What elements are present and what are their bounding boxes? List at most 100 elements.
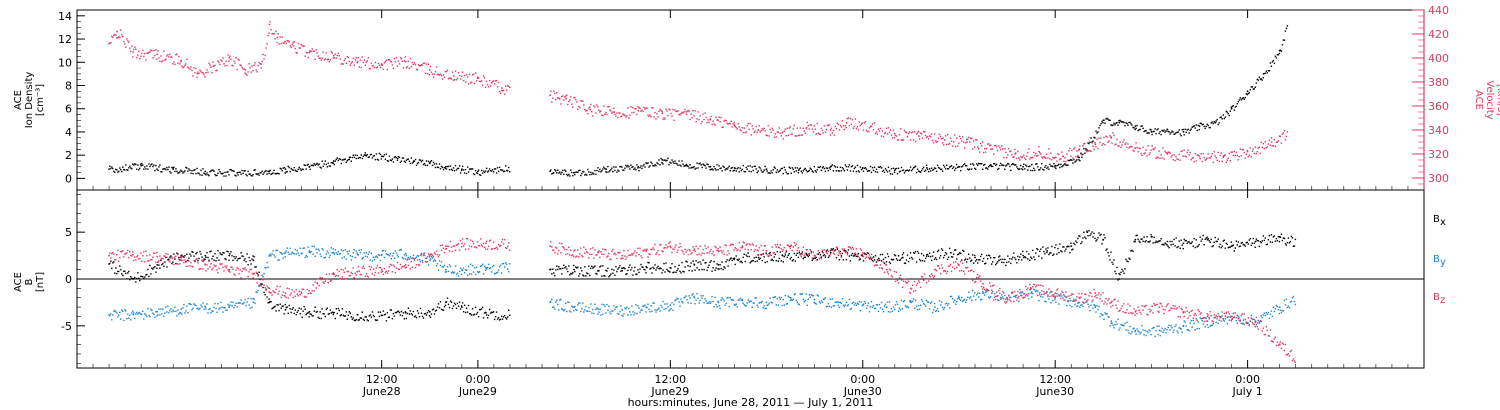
b-bx-point bbox=[661, 272, 663, 274]
b-bx-point bbox=[595, 272, 597, 275]
b-bx-point bbox=[823, 254, 826, 256]
b-bx-point bbox=[1162, 243, 1164, 246]
velocity-point bbox=[1131, 145, 1133, 148]
density-point bbox=[1254, 86, 1256, 88]
density-point bbox=[907, 170, 910, 172]
b-bx-marker bbox=[877, 257, 880, 260]
b-by-point bbox=[266, 261, 268, 264]
b-bx-point bbox=[1164, 242, 1166, 244]
density-point bbox=[311, 164, 313, 166]
b-bx-point bbox=[313, 310, 315, 312]
b-bx-point bbox=[750, 260, 752, 263]
velocity-point bbox=[1253, 152, 1255, 155]
b-by-marker bbox=[645, 306, 648, 308]
b-bx-point bbox=[1170, 244, 1172, 246]
b-by-point bbox=[1090, 304, 1092, 306]
density-point bbox=[194, 168, 196, 171]
b-bx-point bbox=[436, 306, 439, 308]
density-point bbox=[320, 167, 322, 169]
density-point bbox=[353, 156, 355, 159]
b-by-point bbox=[292, 252, 294, 254]
velocity-point bbox=[731, 126, 733, 128]
density-point bbox=[163, 168, 165, 170]
b-bx-point bbox=[1085, 237, 1087, 240]
b-by-point bbox=[311, 245, 313, 247]
density-marker bbox=[1214, 121, 1217, 124]
density-point bbox=[938, 167, 941, 169]
velocity-point bbox=[271, 33, 273, 35]
b-by-point bbox=[254, 302, 256, 305]
density-point bbox=[626, 166, 628, 168]
b-bx-point bbox=[326, 307, 328, 309]
b-bx-point bbox=[786, 256, 788, 258]
velocity-point bbox=[938, 133, 941, 136]
density-point bbox=[1088, 142, 1090, 145]
density-point bbox=[589, 173, 591, 176]
b-by-point bbox=[314, 255, 316, 257]
b-by-point bbox=[743, 304, 745, 306]
b-bx-point bbox=[668, 270, 670, 272]
b-bx-point bbox=[351, 318, 353, 320]
velocity-point bbox=[236, 68, 238, 71]
density-point bbox=[788, 166, 790, 168]
velocity-point bbox=[446, 69, 449, 71]
b-bx-point bbox=[1150, 234, 1152, 236]
b-bx-point bbox=[881, 253, 884, 256]
density-point bbox=[134, 163, 136, 165]
b-bx-point bbox=[928, 252, 931, 254]
b-bx-point bbox=[648, 262, 650, 264]
b-bx-point bbox=[787, 254, 789, 256]
b-bx-point bbox=[211, 257, 213, 260]
velocity-point bbox=[587, 113, 589, 115]
b-bx-point bbox=[990, 257, 992, 259]
density-point bbox=[288, 166, 290, 169]
velocity-point bbox=[1226, 159, 1228, 161]
density-point bbox=[593, 173, 595, 175]
density-point bbox=[1048, 168, 1050, 170]
velocity-point bbox=[398, 63, 401, 65]
b-by-point bbox=[943, 307, 946, 309]
velocity-point bbox=[1012, 156, 1014, 158]
velocity-point bbox=[906, 136, 909, 138]
b-bx-point bbox=[886, 253, 889, 255]
density-point bbox=[375, 153, 378, 155]
density-point bbox=[121, 170, 123, 173]
velocity-point bbox=[1090, 150, 1092, 153]
density-point bbox=[470, 168, 473, 170]
b-by-point bbox=[1097, 309, 1099, 311]
velocity-point bbox=[234, 62, 236, 64]
density-point bbox=[662, 163, 664, 165]
b-by-point bbox=[212, 310, 214, 312]
b-by-point bbox=[175, 310, 177, 312]
b-bx-point bbox=[671, 263, 673, 265]
b-bx-point bbox=[329, 309, 331, 311]
density-point bbox=[284, 172, 286, 174]
density-point bbox=[433, 163, 436, 165]
density-point bbox=[551, 173, 553, 175]
b-bx-point bbox=[325, 308, 327, 311]
b-by-marker bbox=[549, 301, 551, 304]
velocity-point bbox=[494, 80, 497, 82]
velocity-point bbox=[924, 134, 927, 137]
b-bx-point bbox=[318, 317, 320, 319]
b-by-point bbox=[249, 307, 251, 309]
density-point bbox=[981, 163, 983, 165]
velocity-point bbox=[885, 127, 888, 129]
density-point bbox=[1188, 132, 1190, 134]
velocity-point bbox=[789, 126, 791, 128]
b-by-point bbox=[1193, 322, 1195, 325]
density-point bbox=[306, 164, 308, 166]
velocity-point bbox=[588, 107, 590, 109]
density-point bbox=[365, 155, 367, 157]
velocity-point bbox=[1072, 157, 1074, 159]
b-by-point bbox=[431, 257, 434, 259]
b-bx-point bbox=[185, 261, 187, 263]
velocity-point bbox=[349, 64, 351, 66]
velocity-point bbox=[386, 68, 389, 71]
velocity-point bbox=[216, 69, 218, 72]
b-bx-point bbox=[259, 278, 261, 280]
b-bx-marker bbox=[461, 306, 463, 308]
b-by-marker bbox=[597, 308, 600, 310]
velocity-point bbox=[145, 59, 147, 61]
density-point bbox=[389, 159, 392, 161]
